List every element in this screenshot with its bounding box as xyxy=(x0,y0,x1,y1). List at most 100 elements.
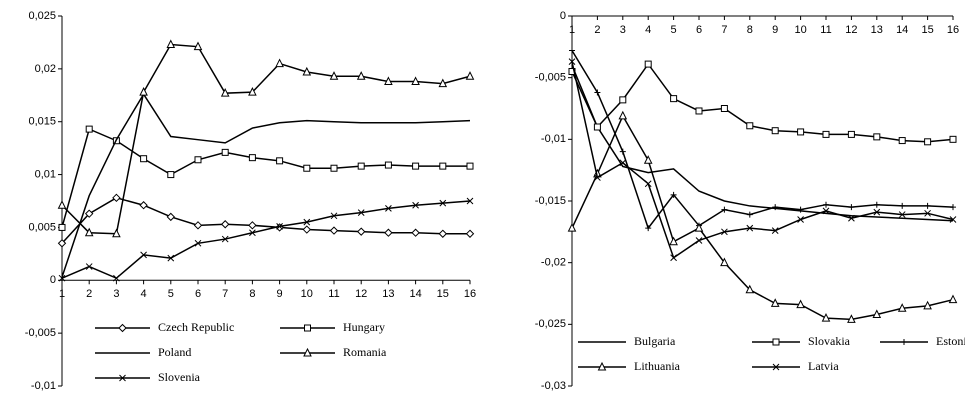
x-tick-label: 3 xyxy=(620,24,626,36)
marker xyxy=(644,180,652,188)
x-tick-label: 7 xyxy=(222,288,228,300)
series-line xyxy=(571,61,954,259)
marker xyxy=(330,164,338,172)
marker xyxy=(924,138,932,146)
x-tick-label: 8 xyxy=(249,288,255,300)
marker xyxy=(746,211,753,218)
x-tick-label: 13 xyxy=(382,288,394,300)
series-line xyxy=(61,92,471,278)
marker xyxy=(746,224,754,232)
marker xyxy=(166,212,176,222)
marker xyxy=(411,228,420,237)
marker xyxy=(276,157,284,165)
series-line xyxy=(571,114,954,321)
marker xyxy=(84,227,94,237)
marker xyxy=(466,197,474,205)
marker xyxy=(193,41,203,51)
x-tick-label: 6 xyxy=(195,288,201,300)
marker xyxy=(357,209,365,216)
marker xyxy=(569,47,575,54)
x-tick-label: 15 xyxy=(921,24,933,36)
y-tick-label: -0,03 xyxy=(541,380,566,392)
y-tick-label: 0,025 xyxy=(28,10,56,22)
legend-marker xyxy=(901,339,907,345)
legend-label: Hungary xyxy=(343,320,385,334)
y-tick-label: -0,025 xyxy=(535,318,566,330)
x-tick-label: 1 xyxy=(59,288,65,300)
legend-marker xyxy=(304,324,311,332)
x-tick-label: 16 xyxy=(947,24,959,36)
marker xyxy=(872,309,882,318)
series-line xyxy=(571,65,954,222)
series-line xyxy=(61,197,470,244)
x-tick-label: 14 xyxy=(409,288,421,300)
x-tick-label: 9 xyxy=(277,288,283,300)
marker xyxy=(329,226,339,235)
marker xyxy=(275,58,284,68)
marker xyxy=(84,209,94,218)
marker xyxy=(950,204,956,211)
marker xyxy=(384,76,393,86)
marker xyxy=(797,216,804,223)
marker xyxy=(57,239,67,248)
marker xyxy=(139,86,148,96)
marker xyxy=(248,221,257,230)
marker xyxy=(897,303,907,312)
marker xyxy=(113,274,120,282)
marker xyxy=(465,71,475,80)
marker xyxy=(873,201,880,208)
marker xyxy=(797,128,805,136)
marker xyxy=(899,202,906,209)
marker xyxy=(821,313,831,322)
x-tick-label: 5 xyxy=(671,24,677,36)
marker xyxy=(330,212,338,220)
marker xyxy=(771,227,779,234)
y-tick-label: -0,015 xyxy=(535,195,566,207)
series-line xyxy=(571,50,954,230)
marker xyxy=(948,294,958,304)
marker xyxy=(140,251,147,259)
y-tick-label: 0,005 xyxy=(28,221,56,233)
series-line xyxy=(61,128,470,228)
marker xyxy=(594,89,601,96)
x-tick-label: 13 xyxy=(871,24,883,36)
marker xyxy=(746,122,754,130)
y-tick-label: -0,01 xyxy=(31,380,56,392)
y-tick-label: 0 xyxy=(50,274,56,286)
y-tick-label: 0,02 xyxy=(35,63,56,75)
marker xyxy=(772,204,779,211)
series-line xyxy=(61,200,471,280)
marker xyxy=(924,202,931,209)
marker xyxy=(568,58,576,65)
x-tick-label: 2 xyxy=(86,288,92,300)
marker xyxy=(898,137,906,145)
legend-label: Lithuania xyxy=(634,359,681,373)
series-line xyxy=(571,62,954,143)
legend-marker xyxy=(597,361,607,371)
marker xyxy=(85,263,93,270)
marker xyxy=(466,162,474,170)
x-tick-label: 15 xyxy=(437,288,449,300)
x-tick-label: 16 xyxy=(464,288,476,300)
marker xyxy=(411,76,420,86)
y-tick-label: -0,005 xyxy=(535,72,566,84)
marker xyxy=(303,218,311,226)
marker xyxy=(303,164,311,172)
marker xyxy=(384,161,392,169)
y-tick-label: -0,02 xyxy=(541,257,566,269)
marker xyxy=(139,201,148,210)
marker xyxy=(848,214,855,222)
marker xyxy=(438,229,448,238)
marker xyxy=(847,130,855,138)
marker xyxy=(220,88,230,97)
marker xyxy=(140,155,148,163)
marker xyxy=(412,162,420,170)
marker xyxy=(924,209,931,217)
x-tick-label: 11 xyxy=(820,24,831,36)
marker xyxy=(221,148,229,156)
marker xyxy=(822,207,830,215)
marker xyxy=(357,162,365,170)
marker xyxy=(58,274,66,282)
x-tick-label: 12 xyxy=(355,288,367,300)
